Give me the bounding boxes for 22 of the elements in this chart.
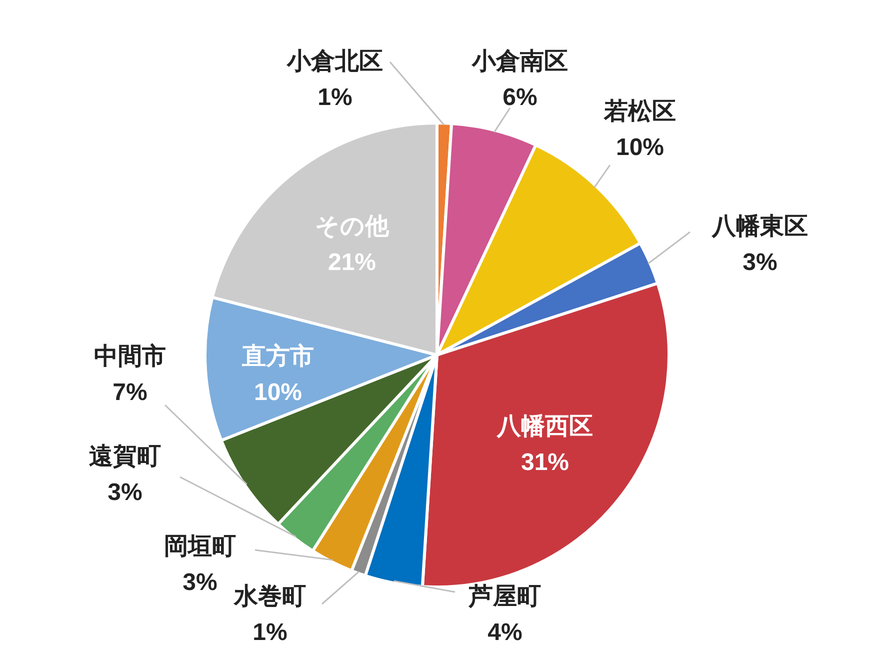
data-label: 10% xyxy=(254,379,302,406)
data-label: 31% xyxy=(520,449,570,476)
slice-label: 遠賀町 xyxy=(89,443,161,470)
slice-label: 直方市 xyxy=(241,342,314,370)
slice-label: 小倉南区 xyxy=(471,48,568,75)
slice-label: 岡垣町 xyxy=(164,533,236,560)
slice-label: 中間市 xyxy=(94,343,166,370)
data-label: 4% xyxy=(488,619,522,646)
slice-label: 若松区 xyxy=(603,98,676,125)
data-label: 1% xyxy=(252,619,288,646)
slice-label: 小倉北区 xyxy=(286,48,383,75)
data-label: 6% xyxy=(502,84,538,111)
data-label: 3% xyxy=(108,479,142,506)
data-label: 1% xyxy=(318,84,352,111)
data-label: 7% xyxy=(112,379,148,406)
slice-label: 八幡東区 xyxy=(711,213,808,240)
slice-label: 芦屋町 xyxy=(468,583,541,610)
data-label: 3% xyxy=(742,249,778,276)
data-label: 10% xyxy=(616,134,664,161)
slice-label: 八幡西区 xyxy=(496,413,593,440)
data-label: 3% xyxy=(182,569,218,596)
slice-label: 水巻町 xyxy=(233,583,306,610)
